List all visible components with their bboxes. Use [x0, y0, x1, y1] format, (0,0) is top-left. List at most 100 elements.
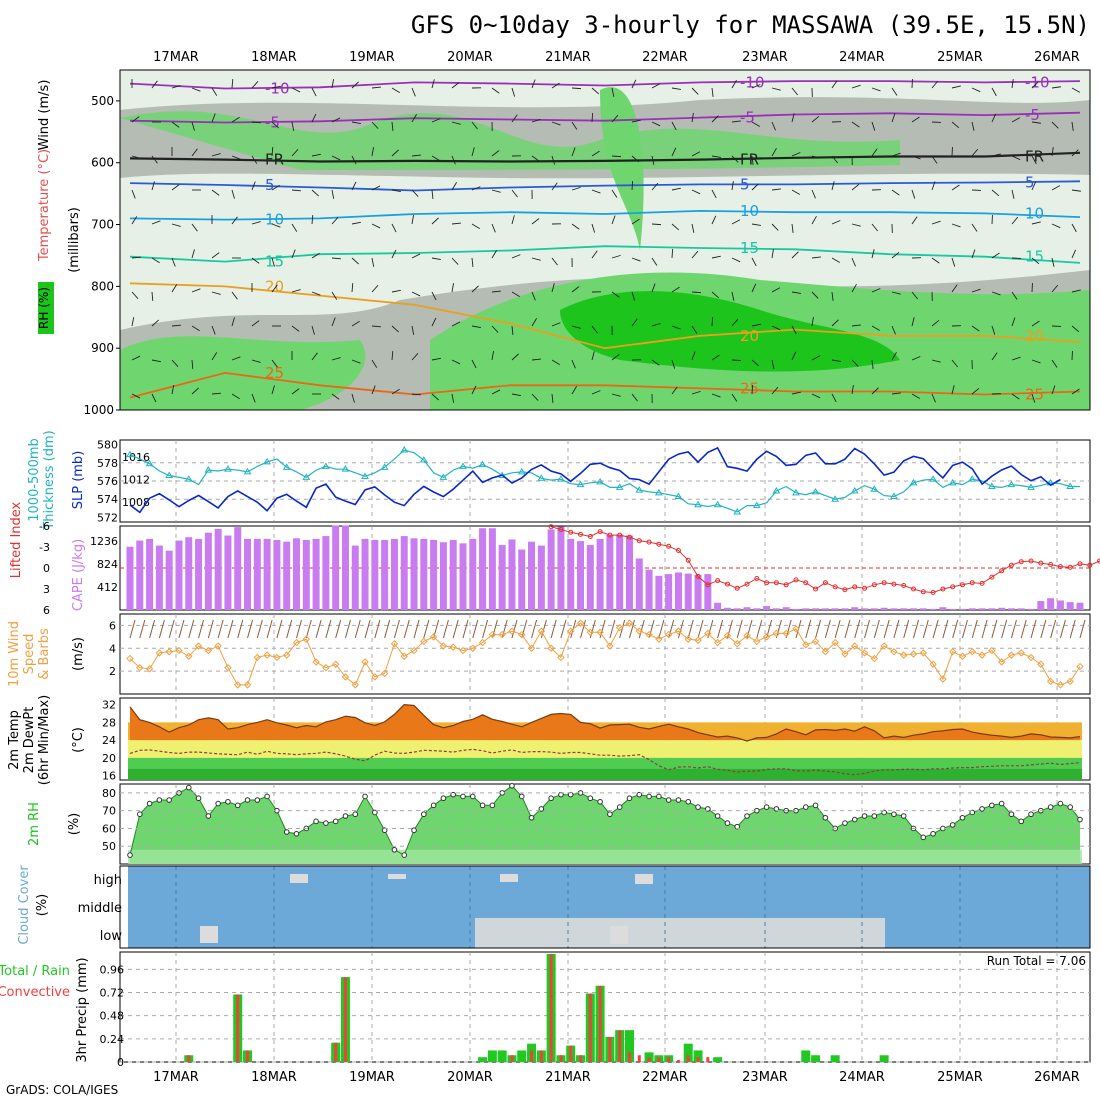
wind-barb [1031, 181, 1037, 191]
lifted-index-marker [666, 543, 672, 549]
wind-barb-10m [550, 619, 557, 639]
rh2m-low-band [128, 849, 1082, 864]
wind-barb [491, 87, 500, 94]
wind-barb [311, 325, 315, 335]
lifted-index-marker [764, 580, 770, 586]
wind-barb [991, 153, 1001, 157]
wind-barb-10m [384, 619, 391, 639]
rh2m-marker [313, 818, 319, 825]
temperature-contour [129, 245, 1081, 264]
thickness-marker [380, 463, 389, 470]
wind-barb [131, 155, 141, 159]
wind-barb [971, 387, 980, 395]
wind-barb [551, 257, 558, 266]
wind-speed-marker [625, 619, 634, 627]
rh2m-marker [851, 816, 858, 823]
wind-barb-10m [903, 619, 910, 639]
rh2m-marker [352, 811, 359, 818]
rh2m-marker [959, 814, 966, 821]
wind-barb [431, 217, 439, 225]
panels: 17MAR 17MAR 18MAR 18MAR 19MAR 19MAR 20MAR 20MAR… [0, 50, 1100, 1085]
cape-bar [224, 535, 232, 610]
precip-total-bar [478, 1057, 488, 1062]
wind-barb [711, 291, 720, 299]
wind-barb [631, 79, 637, 89]
wind-barb [191, 387, 199, 395]
wind-barb [731, 257, 741, 263]
temp-tick-label: 32 [102, 699, 116, 712]
cape-bar [234, 527, 242, 610]
wind-barb-10m [844, 619, 851, 639]
wind-barb [791, 152, 801, 157]
wind-barb-10m [824, 619, 831, 639]
wind-barb [871, 359, 874, 369]
lifted-index-marker [1048, 562, 1054, 567]
wind-speed-marker [371, 673, 379, 681]
wind-barb-10m [726, 619, 733, 639]
wind-barb [131, 116, 140, 123]
wind-barb [731, 79, 737, 89]
cape-bar [645, 569, 653, 610]
rh2m-marker [195, 795, 202, 802]
lifted-index-marker [656, 541, 662, 547]
wind-barb [571, 87, 582, 90]
thickness-marker [126, 450, 134, 458]
wind-barb [771, 147, 777, 157]
thickness-marker [615, 483, 624, 490]
thickness-marker [772, 487, 781, 494]
wind-speed-marker [762, 633, 771, 641]
wind-speed-marker [1076, 662, 1084, 671]
wind-barb [791, 391, 801, 395]
wind-barb [911, 155, 921, 160]
rh2m-tick-label: 70 [102, 805, 116, 818]
wind-barb [931, 257, 940, 264]
wind-barb [511, 291, 520, 298]
wind-barb [691, 223, 695, 233]
wind-speed-marker [968, 648, 976, 656]
ylabel-rh2m-text: 2m RH [27, 802, 42, 846]
wind-barb [691, 390, 701, 395]
wind-barb [831, 155, 839, 164]
wind-barb [371, 185, 381, 191]
lifted-index-marker [617, 532, 623, 538]
wind-barb [371, 285, 379, 293]
rh2m-marker [695, 804, 701, 810]
wind-barb [711, 189, 717, 199]
cape-bar [978, 608, 986, 610]
cape-bar [763, 606, 771, 610]
wind-barb [951, 284, 958, 293]
thickness-marker [674, 492, 683, 499]
wind-barb-10m [687, 619, 694, 639]
precip-total-bar [497, 1050, 507, 1062]
wind-barb [531, 358, 541, 361]
wind-speed-marker [909, 650, 918, 658]
cape-bar [880, 607, 888, 610]
wind-barb [891, 325, 896, 335]
date-label-bottom: 26MAR [1034, 1070, 1080, 1085]
date-label-top: 18MAR [251, 50, 297, 65]
wind-barb [511, 353, 519, 361]
cape-bar [488, 528, 496, 610]
lifted-index-line [550, 526, 1100, 594]
cape-bar [557, 526, 565, 610]
wind-barb [971, 148, 979, 157]
panel-frame-precip [119, 951, 1091, 1063]
wind-speed-marker [635, 627, 643, 635]
thickness-marker [557, 475, 565, 482]
wind-barb [331, 117, 341, 123]
contour-label: 5 [740, 175, 750, 193]
wind-barb [191, 325, 200, 332]
cape-bar [439, 542, 447, 610]
cloud-level-label: middle [78, 901, 122, 916]
wind-barb-10m [286, 619, 293, 639]
wind-speed-marker [400, 652, 408, 660]
wind-barb [491, 351, 495, 361]
wind-speed-marker [136, 664, 144, 672]
wind-speed-marker [929, 660, 937, 668]
wind-barb [331, 257, 342, 260]
wind-barb [311, 87, 317, 97]
wind-barb [291, 249, 296, 259]
wind-tick-label: 6 [109, 619, 116, 632]
wind-speed-marker [214, 642, 222, 650]
wind-barb [471, 223, 480, 230]
